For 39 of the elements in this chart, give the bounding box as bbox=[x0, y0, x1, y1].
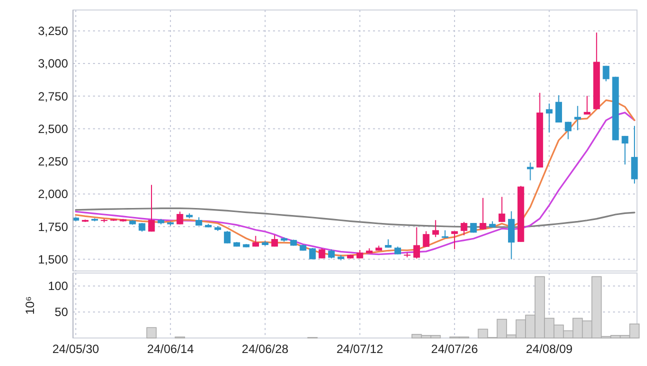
candlestick bbox=[574, 105, 581, 131]
candlestick bbox=[432, 220, 439, 238]
y-tick-label: 2,000 bbox=[38, 187, 68, 202]
y-tick-label: 50 bbox=[54, 305, 68, 320]
y-tick-label: 2,750 bbox=[38, 89, 68, 104]
y-tick-label: 3,000 bbox=[38, 56, 68, 71]
candlestick bbox=[555, 94, 562, 123]
candlestick bbox=[480, 197, 486, 230]
y-tick-label: 3,250 bbox=[38, 24, 68, 38]
y-axis-title: 10⁶ bbox=[23, 296, 37, 315]
candlestick bbox=[508, 210, 515, 260]
candlestick bbox=[546, 103, 553, 134]
y-tick-label: 1,750 bbox=[38, 220, 68, 234]
candlestick bbox=[460, 221, 468, 236]
candlestick bbox=[318, 248, 326, 259]
y-tick-label: 2,250 bbox=[38, 154, 68, 169]
x-tick-label: 24/06/14 bbox=[147, 342, 194, 356]
candlestick bbox=[176, 211, 184, 225]
x-tick-label: 24/08/09 bbox=[526, 342, 573, 356]
y-tick-label: 100 bbox=[48, 279, 68, 294]
candlestick bbox=[498, 196, 506, 222]
x-tick-label: 24/07/12 bbox=[336, 342, 384, 356]
candlestick bbox=[413, 226, 420, 260]
y-tick-label: 1,500 bbox=[38, 252, 68, 266]
candlestick bbox=[622, 135, 628, 166]
candlestick bbox=[309, 248, 316, 260]
candlestick bbox=[584, 95, 590, 116]
candlestick bbox=[631, 125, 638, 184]
y-tick-label: 2,500 bbox=[38, 122, 68, 136]
candlestick bbox=[224, 230, 231, 244]
candlestick bbox=[328, 248, 335, 259]
candlestick bbox=[602, 65, 610, 82]
candlestick bbox=[564, 121, 572, 140]
candlestick bbox=[451, 230, 458, 250]
candlestick bbox=[148, 184, 155, 232]
x-tick-label: 24/07/26 bbox=[431, 342, 478, 356]
candlestick bbox=[422, 230, 430, 248]
x-tick-label: 24/06/28 bbox=[242, 342, 289, 356]
x-tick-label: 24/05/30 bbox=[52, 342, 100, 356]
